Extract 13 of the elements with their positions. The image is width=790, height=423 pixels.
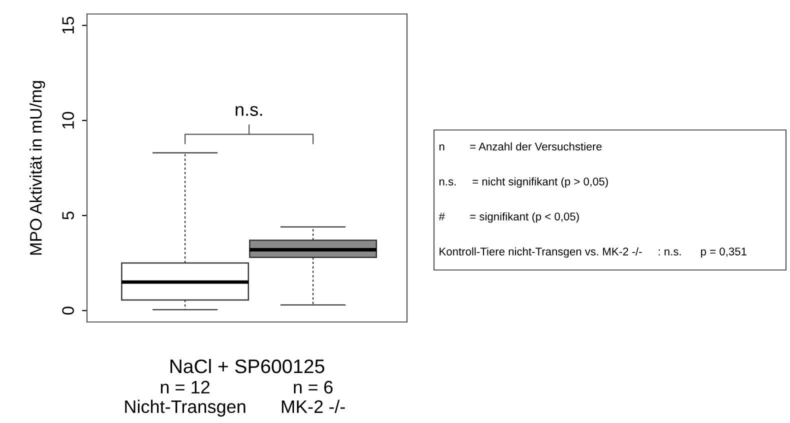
text: # = signifikant (p < 0,05) xyxy=(438,212,579,223)
y-tick-label: 0 xyxy=(62,306,74,315)
text: n.s. = nicht signifikant (p > 0,05) xyxy=(439,177,608,188)
y-tick-label: 10 xyxy=(62,112,74,128)
x-tick-label: n = 6 MK-2 -/- xyxy=(282,380,345,414)
y-axis-title: MPO Aktivität in mU/mg xyxy=(30,81,46,255)
x-tick-label: n = 12 Nicht-Transgen xyxy=(125,380,246,417)
text: n = Anzahl der Versuchstiere xyxy=(439,142,602,150)
text: Kontroll-Tiere nicht-Transgen vs. MK-2 -/- : n.s. p = 0,351 xyxy=(440,247,746,258)
y-tick-label: 5 xyxy=(62,212,74,220)
annotation: n.s. xyxy=(236,106,262,116)
x-axis-title: NaCl + SP600125 xyxy=(170,358,324,374)
y-tick-label: 15 xyxy=(62,16,74,34)
